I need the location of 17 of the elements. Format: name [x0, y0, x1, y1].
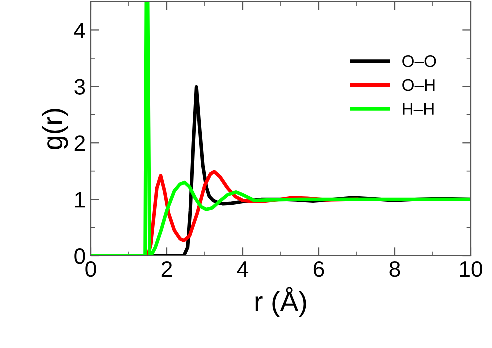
y-tick-label: 2	[74, 136, 86, 152]
x-tick-label: 2	[162, 261, 172, 277]
y-tick-label: 0	[74, 248, 86, 264]
x-tick-label: 0	[86, 261, 96, 278]
legend-label: O–O	[402, 56, 436, 68]
legend-label: O–H	[402, 79, 435, 92]
y-tick-label: 3	[74, 79, 86, 95]
x-tick-label: 8	[390, 261, 400, 278]
x-tick-label: 6	[314, 261, 324, 278]
legend-label: H–H	[403, 103, 434, 115]
line-series	[91, 2, 471, 256]
x-tick-label: 4	[237, 262, 249, 277]
y-tick-label: 1	[75, 192, 86, 208]
x-tick-label: 10	[460, 261, 482, 278]
y-axis-title: g(r)	[42, 109, 68, 150]
x-axis-title: r (Å)	[256, 287, 306, 318]
y-tick-label: 4	[74, 22, 86, 38]
